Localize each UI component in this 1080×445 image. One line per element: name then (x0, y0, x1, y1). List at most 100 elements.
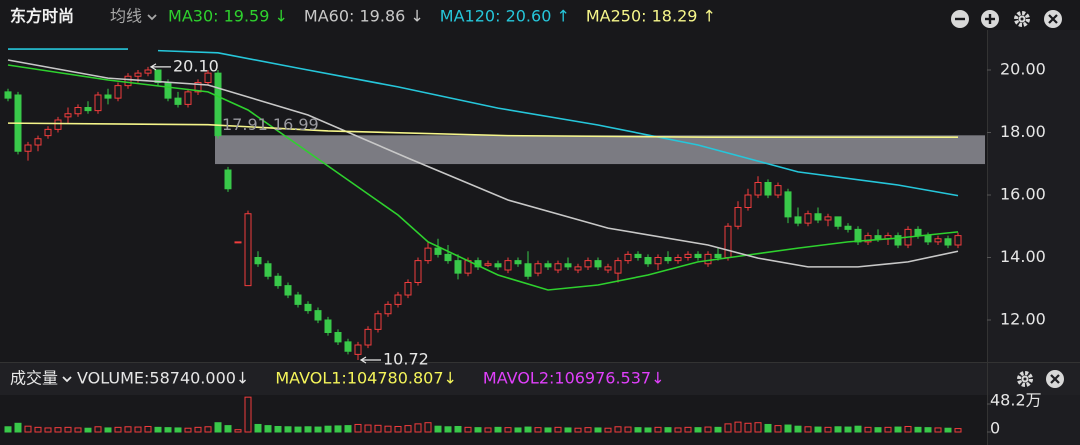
candle-body (314, 310, 322, 321)
volume-bar (314, 426, 322, 433)
candle-body (554, 263, 562, 271)
volume-bar (64, 426, 72, 433)
volume-bar (164, 427, 172, 433)
volume-bar (134, 426, 142, 433)
candle-body (504, 260, 512, 271)
candle-body (914, 228, 922, 237)
volume-bar (204, 426, 212, 433)
settings-icon (1020, 17, 1024, 21)
candle-body (714, 253, 722, 258)
volume-bar (934, 427, 942, 433)
volume-bar (574, 427, 582, 433)
candle-body (584, 260, 592, 268)
candle-body (244, 213, 252, 287)
candle-body (894, 235, 902, 246)
settings-button[interactable] (1014, 11, 1030, 27)
volume-bar (284, 426, 292, 433)
volume-bar (94, 426, 102, 433)
candle-body (844, 225, 852, 230)
volume-bar (514, 427, 522, 433)
candle-body (214, 72, 222, 137)
annotation-arrow (359, 356, 381, 364)
volume-bar (754, 422, 762, 433)
volume-bar (634, 427, 642, 433)
candle-body (274, 275, 282, 287)
candle-body (924, 235, 932, 243)
y-tick-label: 14.00 (1000, 247, 1046, 266)
volume-bar (524, 426, 532, 433)
volume-bar (874, 427, 882, 433)
candle-body (164, 82, 172, 99)
candle-body (444, 253, 452, 262)
candle-body (424, 247, 432, 262)
candle-body (834, 216, 842, 227)
legend-entry: MA60: 19.86 ↓ (304, 7, 424, 26)
volume-bar (944, 427, 952, 433)
volume-bar (484, 427, 492, 433)
volume-bar (774, 425, 782, 433)
minus-icon (955, 17, 965, 21)
candle-body (304, 303, 312, 312)
volume-bar (584, 427, 592, 433)
volume-bar (834, 426, 842, 433)
volume-bar (894, 426, 902, 433)
volume-bar (374, 424, 382, 433)
candle-body (194, 82, 202, 93)
volume-bar (214, 422, 222, 433)
candle-body (84, 107, 92, 112)
volume-bar (24, 425, 32, 433)
candle-body (134, 72, 142, 77)
volume-bar (544, 427, 552, 433)
volume-bar (654, 426, 662, 433)
legend-entry: MA250: 18.29 ↑ (586, 7, 716, 26)
candle-body (24, 144, 32, 152)
dropdown-chevron (62, 376, 72, 383)
candle-body (514, 260, 522, 265)
header: 东方时尚 均线 (10, 7, 142, 26)
volume-bar (34, 426, 42, 433)
volume-bar (354, 423, 362, 433)
volume-bar (734, 421, 742, 433)
volume-bar (364, 424, 372, 433)
candle-body (394, 294, 402, 305)
volume-bar (144, 425, 152, 433)
candle-body (334, 332, 342, 343)
volume-bar (444, 426, 452, 433)
candle-body (794, 216, 802, 224)
volume-bar (884, 426, 892, 433)
volume-bar (854, 425, 862, 433)
candle-body (634, 253, 642, 258)
candle-body (574, 266, 582, 271)
ma-line (157, 49, 959, 197)
volume-bar (424, 422, 432, 433)
volume-bar (474, 427, 482, 433)
candle-body (484, 263, 492, 266)
volume-bar (814, 426, 822, 433)
volume-bar (404, 425, 412, 433)
candle-body (434, 247, 442, 255)
candle-body (404, 282, 412, 296)
dropdown-chevron (147, 14, 157, 21)
candle-body (64, 113, 72, 118)
volume-bar (494, 426, 502, 433)
candle-body (104, 94, 112, 99)
candle-body (94, 94, 102, 112)
volume-bar (804, 426, 812, 433)
ma-line (7, 122, 958, 138)
candle-body (814, 213, 822, 221)
candle-body (154, 69, 162, 83)
annotation-label: 10.72 (383, 350, 429, 369)
legend-entry: MA120: 20.60 ↑ (440, 7, 570, 26)
volume-bar (54, 427, 62, 433)
indicator-menu[interactable]: 均线 (110, 7, 142, 26)
volume-bar (344, 425, 352, 433)
candle-body (184, 91, 192, 105)
volume-settings-button[interactable] (1017, 371, 1033, 387)
volume-tick-label: 48.2万 (990, 391, 1042, 410)
volume-bar (274, 425, 282, 433)
volume-bar (304, 426, 312, 433)
candle-body (414, 260, 422, 283)
candle-body (694, 253, 702, 258)
volume-bar (464, 426, 472, 433)
candle-body (624, 253, 632, 262)
